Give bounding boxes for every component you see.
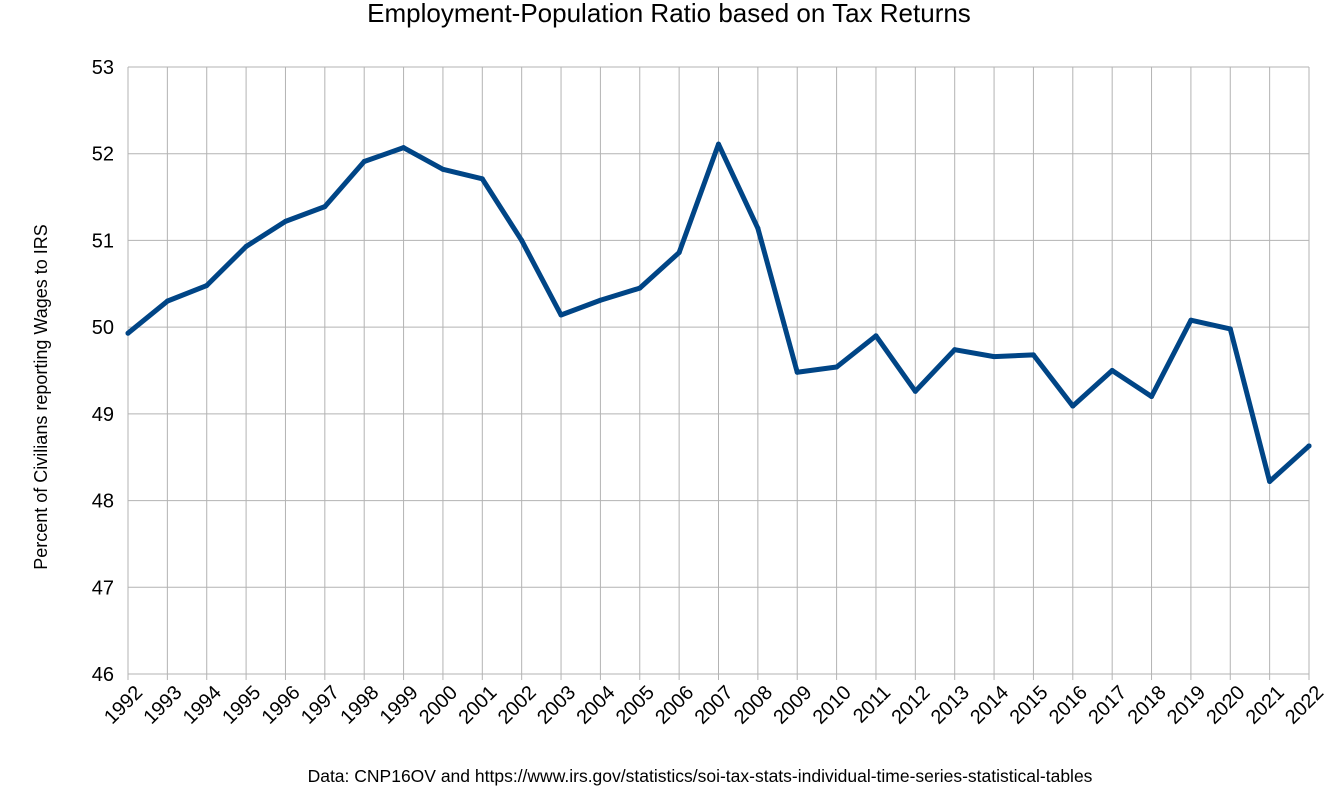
data-point bbox=[755, 225, 761, 231]
y-tick-labels: 46 47 48 49 50 51 52 53 bbox=[92, 57, 114, 686]
y-tick-label: 47 bbox=[92, 577, 114, 599]
data-point bbox=[322, 204, 328, 210]
data-point bbox=[834, 364, 840, 370]
x-tick-label: 2002 bbox=[494, 682, 541, 729]
data-point bbox=[282, 218, 288, 224]
data-point bbox=[1149, 394, 1155, 400]
data-point bbox=[164, 298, 170, 304]
data-point bbox=[912, 388, 918, 394]
x-tick-label: 2009 bbox=[769, 682, 816, 729]
x-tick-label: 2008 bbox=[730, 682, 777, 729]
source-note: Data: CNP16OV and https://www.irs.gov/st… bbox=[308, 766, 1093, 786]
y-tick-label: 53 bbox=[92, 57, 114, 79]
data-point bbox=[1306, 443, 1312, 449]
x-tick-label: 2018 bbox=[1124, 682, 1171, 729]
y-tick-label: 51 bbox=[92, 230, 114, 252]
data-point bbox=[952, 347, 958, 353]
x-tick-label: 2013 bbox=[927, 682, 974, 729]
x-tick-label: 1994 bbox=[179, 682, 226, 729]
x-tick-label: 2003 bbox=[533, 682, 580, 729]
x-tick-label: 2022 bbox=[1281, 682, 1328, 729]
data-point bbox=[676, 250, 682, 256]
x-tick-label: 1998 bbox=[336, 682, 383, 729]
x-tick-label: 2019 bbox=[1163, 682, 1210, 729]
data-point bbox=[519, 237, 525, 243]
y-tick-label: 52 bbox=[92, 144, 114, 166]
y-tick-label: 49 bbox=[92, 404, 114, 426]
data-point bbox=[716, 141, 721, 147]
data-point bbox=[479, 176, 485, 182]
data-point bbox=[1188, 317, 1194, 323]
y-tick-label: 48 bbox=[92, 491, 114, 513]
x-tick-label: 2005 bbox=[612, 682, 659, 729]
y-tick-label: 46 bbox=[92, 664, 114, 686]
data-point bbox=[794, 369, 800, 375]
x-tick-label: 1993 bbox=[139, 682, 186, 729]
x-tick-label: 2010 bbox=[809, 682, 856, 729]
x-tick-label: 2001 bbox=[454, 682, 501, 729]
x-tick-label: 1995 bbox=[218, 682, 265, 729]
data-point bbox=[558, 312, 564, 318]
x-tick-label: 2004 bbox=[573, 682, 620, 729]
data-point bbox=[1030, 352, 1036, 358]
data-point bbox=[361, 159, 367, 165]
data-point bbox=[873, 333, 879, 339]
data-point bbox=[1070, 403, 1076, 409]
x-tick-label: 2021 bbox=[1242, 682, 1289, 729]
x-tick-label: 2000 bbox=[415, 682, 462, 729]
data-point bbox=[597, 297, 603, 303]
x-tick-label: 2006 bbox=[651, 682, 698, 729]
x-tick-label: 1999 bbox=[376, 682, 423, 729]
x-tick-label: 2012 bbox=[887, 682, 934, 729]
data-point bbox=[243, 243, 249, 249]
x-tick-label: 2020 bbox=[1202, 682, 1249, 729]
x-tick-labels: 1992199319941995199619971998199920002001… bbox=[100, 682, 1328, 729]
data-point bbox=[1109, 368, 1115, 373]
data-point bbox=[125, 330, 131, 336]
x-tick-label: 2011 bbox=[849, 682, 895, 728]
x-tick-label: 2015 bbox=[1006, 682, 1053, 729]
data-points bbox=[125, 141, 1312, 484]
x-tick-label: 1997 bbox=[297, 682, 344, 729]
data-point bbox=[401, 145, 407, 151]
y-axis-label: Percent of Civilians reporting Wages to … bbox=[31, 224, 51, 569]
x-tick-label: 1996 bbox=[258, 682, 305, 729]
data-point bbox=[991, 354, 997, 360]
data-point bbox=[1267, 478, 1273, 484]
x-tick-label: 2014 bbox=[966, 682, 1013, 729]
x-tick-label: 2017 bbox=[1084, 682, 1131, 729]
data-point bbox=[1227, 326, 1233, 332]
data-point bbox=[440, 166, 446, 172]
x-tick-label: 1992 bbox=[100, 682, 147, 729]
chart-title: Employment-Population Ratio based on Tax… bbox=[367, 0, 971, 28]
grid-lines bbox=[127, 66, 1310, 680]
data-point bbox=[204, 283, 210, 289]
x-tick-label: 2007 bbox=[691, 682, 738, 729]
data-point bbox=[637, 285, 643, 291]
x-tick-label: 2016 bbox=[1045, 682, 1092, 729]
y-tick-label: 50 bbox=[92, 317, 114, 339]
